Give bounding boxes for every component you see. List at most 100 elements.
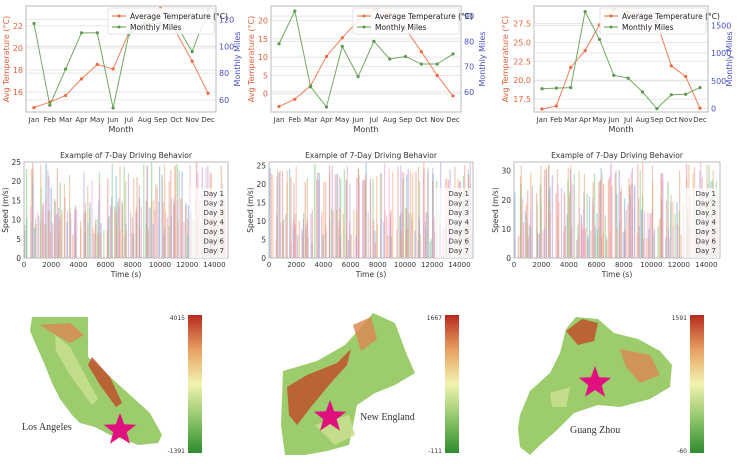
- speed-trace: [99, 183, 101, 258]
- speed-trace: [543, 169, 545, 258]
- speed-trace: [136, 176, 138, 258]
- x-axis-label: Time (s): [355, 270, 387, 279]
- speed-trace: [427, 167, 429, 258]
- data-point-temperature: [190, 59, 194, 63]
- speed-trace: [369, 178, 371, 258]
- data-point-temperature: [64, 93, 68, 98]
- speed-trace: [279, 170, 281, 258]
- x-tick-label: Oct: [415, 116, 427, 124]
- speed-trace: [658, 219, 661, 258]
- data-point-miles: [48, 103, 52, 107]
- legend-box: [599, 7, 707, 35]
- speed-trace: [665, 237, 667, 258]
- speed-trace: [406, 208, 408, 258]
- speed-trace: [592, 182, 594, 258]
- speed-trace: [616, 193, 618, 258]
- y2-tick-label: 100: [219, 42, 234, 51]
- speed-trace: [49, 210, 51, 258]
- data-point-temperature: [277, 104, 281, 109]
- data-point-miles: [669, 93, 673, 97]
- data-point-miles: [111, 106, 115, 110]
- x-tick-label: 0: [22, 261, 26, 269]
- speed-trace: [650, 213, 652, 258]
- legend-label: Day 5: [203, 228, 224, 236]
- speed-trace: [331, 166, 333, 258]
- speed-trace: [422, 176, 425, 258]
- x-tick-label: 14000: [203, 261, 225, 269]
- speed-trace: [383, 222, 385, 258]
- legend-box: [190, 188, 227, 258]
- y2-tick-label: 1500: [711, 21, 731, 30]
- data-point-miles: [684, 92, 688, 96]
- x-tick-label: Mar: [304, 116, 317, 124]
- x-tick-label: Jun: [607, 116, 619, 124]
- data-point-miles: [372, 39, 376, 43]
- speed-trace: [270, 173, 272, 258]
- y-tick-label: 15: [258, 35, 268, 44]
- x-tick-label: Nov: [185, 116, 199, 124]
- speed-trace: [628, 178, 630, 258]
- speed-trace: [409, 171, 411, 258]
- speed-trace: [135, 213, 137, 258]
- speed-trace: [624, 233, 626, 258]
- speed-trace: [79, 221, 82, 258]
- speed-trace: [429, 241, 431, 258]
- speed-trace: [624, 198, 626, 258]
- speed-trace: [116, 201, 119, 258]
- speed-trace: [302, 219, 304, 258]
- speed-trace: [367, 212, 369, 258]
- legend-label: Day 6: [448, 238, 469, 246]
- speed-trace: [645, 237, 647, 258]
- elevation-map-guang-zhou: Guang Zhou 1591 -60: [518, 315, 704, 455]
- y2-axis-label: Monthly Miles: [478, 31, 487, 86]
- speed-trace: [318, 173, 320, 258]
- y-tick-label: 0: [261, 254, 266, 263]
- x-tick-label: 8000: [615, 261, 633, 269]
- speed-trace: [598, 227, 600, 258]
- speed-trace: [140, 207, 143, 258]
- speed-trace: [631, 183, 633, 258]
- speed-trace: [178, 170, 180, 258]
- data-point-temperature: [698, 106, 702, 110]
- speed-trace: [89, 207, 91, 258]
- speed-trace: [653, 228, 656, 258]
- legend-box: [107, 7, 215, 35]
- speed-trace: [345, 179, 347, 258]
- speed-trace: [355, 236, 357, 258]
- speed-trace: [119, 166, 121, 258]
- y-tick-label: 10: [258, 53, 268, 62]
- data-point-miles: [340, 44, 344, 48]
- speed-trace: [384, 163, 386, 258]
- speed-trace: [72, 234, 74, 258]
- speed-trace: [293, 214, 296, 258]
- speed-trace: [581, 223, 583, 258]
- speed-trace: [376, 176, 378, 258]
- speed-trace: [154, 209, 156, 258]
- colorbar-min-label: -111: [428, 448, 442, 455]
- data-point-temperature: [111, 67, 115, 71]
- speed-trace: [540, 166, 542, 258]
- x-axis-label: Month: [108, 125, 133, 134]
- speed-trace: [164, 211, 167, 258]
- data-point-temperature: [554, 104, 558, 108]
- y2-tick-label: 90: [464, 12, 474, 21]
- x-tick-label: 6000: [97, 261, 115, 269]
- speed-trace: [43, 223, 46, 258]
- speed-trace: [678, 170, 681, 258]
- speed-trace: [591, 198, 594, 258]
- speed-trace: [676, 222, 678, 258]
- legend-label: Monthly Miles: [622, 23, 674, 32]
- speed-trace: [379, 172, 382, 258]
- speed-trace: [174, 165, 176, 258]
- speed-trace: [417, 166, 420, 258]
- speed-trace: [400, 165, 402, 258]
- legend-label: Day 1: [203, 190, 224, 198]
- data-point-temperature: [540, 107, 544, 111]
- x-tick-label: Jul: [623, 116, 633, 124]
- speed-trace: [587, 236, 589, 258]
- x-axis-label: Time (s): [601, 270, 633, 279]
- speed-trace: [630, 172, 632, 258]
- speed-trace: [514, 238, 516, 258]
- legend-box: [682, 188, 719, 258]
- speed-trace: [618, 170, 621, 258]
